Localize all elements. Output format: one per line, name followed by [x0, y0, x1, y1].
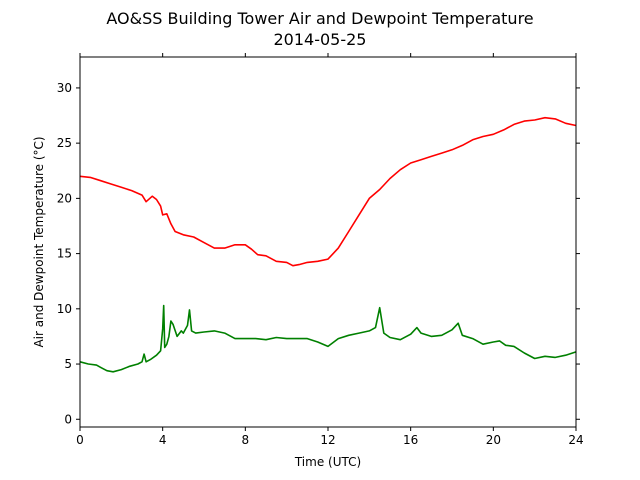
- y-tick-label: 25: [57, 136, 72, 150]
- axis-ticks: 0 4 8 12 16 20 24 0 5 10 15 20 25 30: [57, 53, 584, 447]
- y-tick-label: 20: [57, 191, 72, 205]
- series-line-2: [79, 304, 577, 373]
- chart-subtitle: 2014-05-25: [274, 30, 367, 49]
- x-tick-label: 20: [486, 433, 501, 447]
- series-line-1: [79, 116, 577, 267]
- x-tick-label: 4: [159, 433, 167, 447]
- x-tick-label: 0: [76, 433, 84, 447]
- x-tick-label: 8: [242, 433, 250, 447]
- x-axis-label: Time (UTC): [294, 455, 361, 469]
- chart-title: AO&SS Building Tower Air and Dewpoint Te…: [106, 9, 533, 28]
- plot-area: [79, 116, 577, 373]
- y-tick-label: 15: [57, 247, 72, 261]
- y-tick-label: 5: [64, 357, 72, 371]
- y-tick-label: 10: [57, 302, 72, 316]
- x-tick-label: 16: [403, 433, 418, 447]
- y-tick-label: 0: [64, 412, 72, 426]
- x-tick-label: 12: [320, 433, 335, 447]
- y-tick-label: 30: [57, 81, 72, 95]
- y-axis-label: Air and Dewpoint Temperature (°C): [32, 136, 46, 347]
- x-tick-label: 24: [568, 433, 583, 447]
